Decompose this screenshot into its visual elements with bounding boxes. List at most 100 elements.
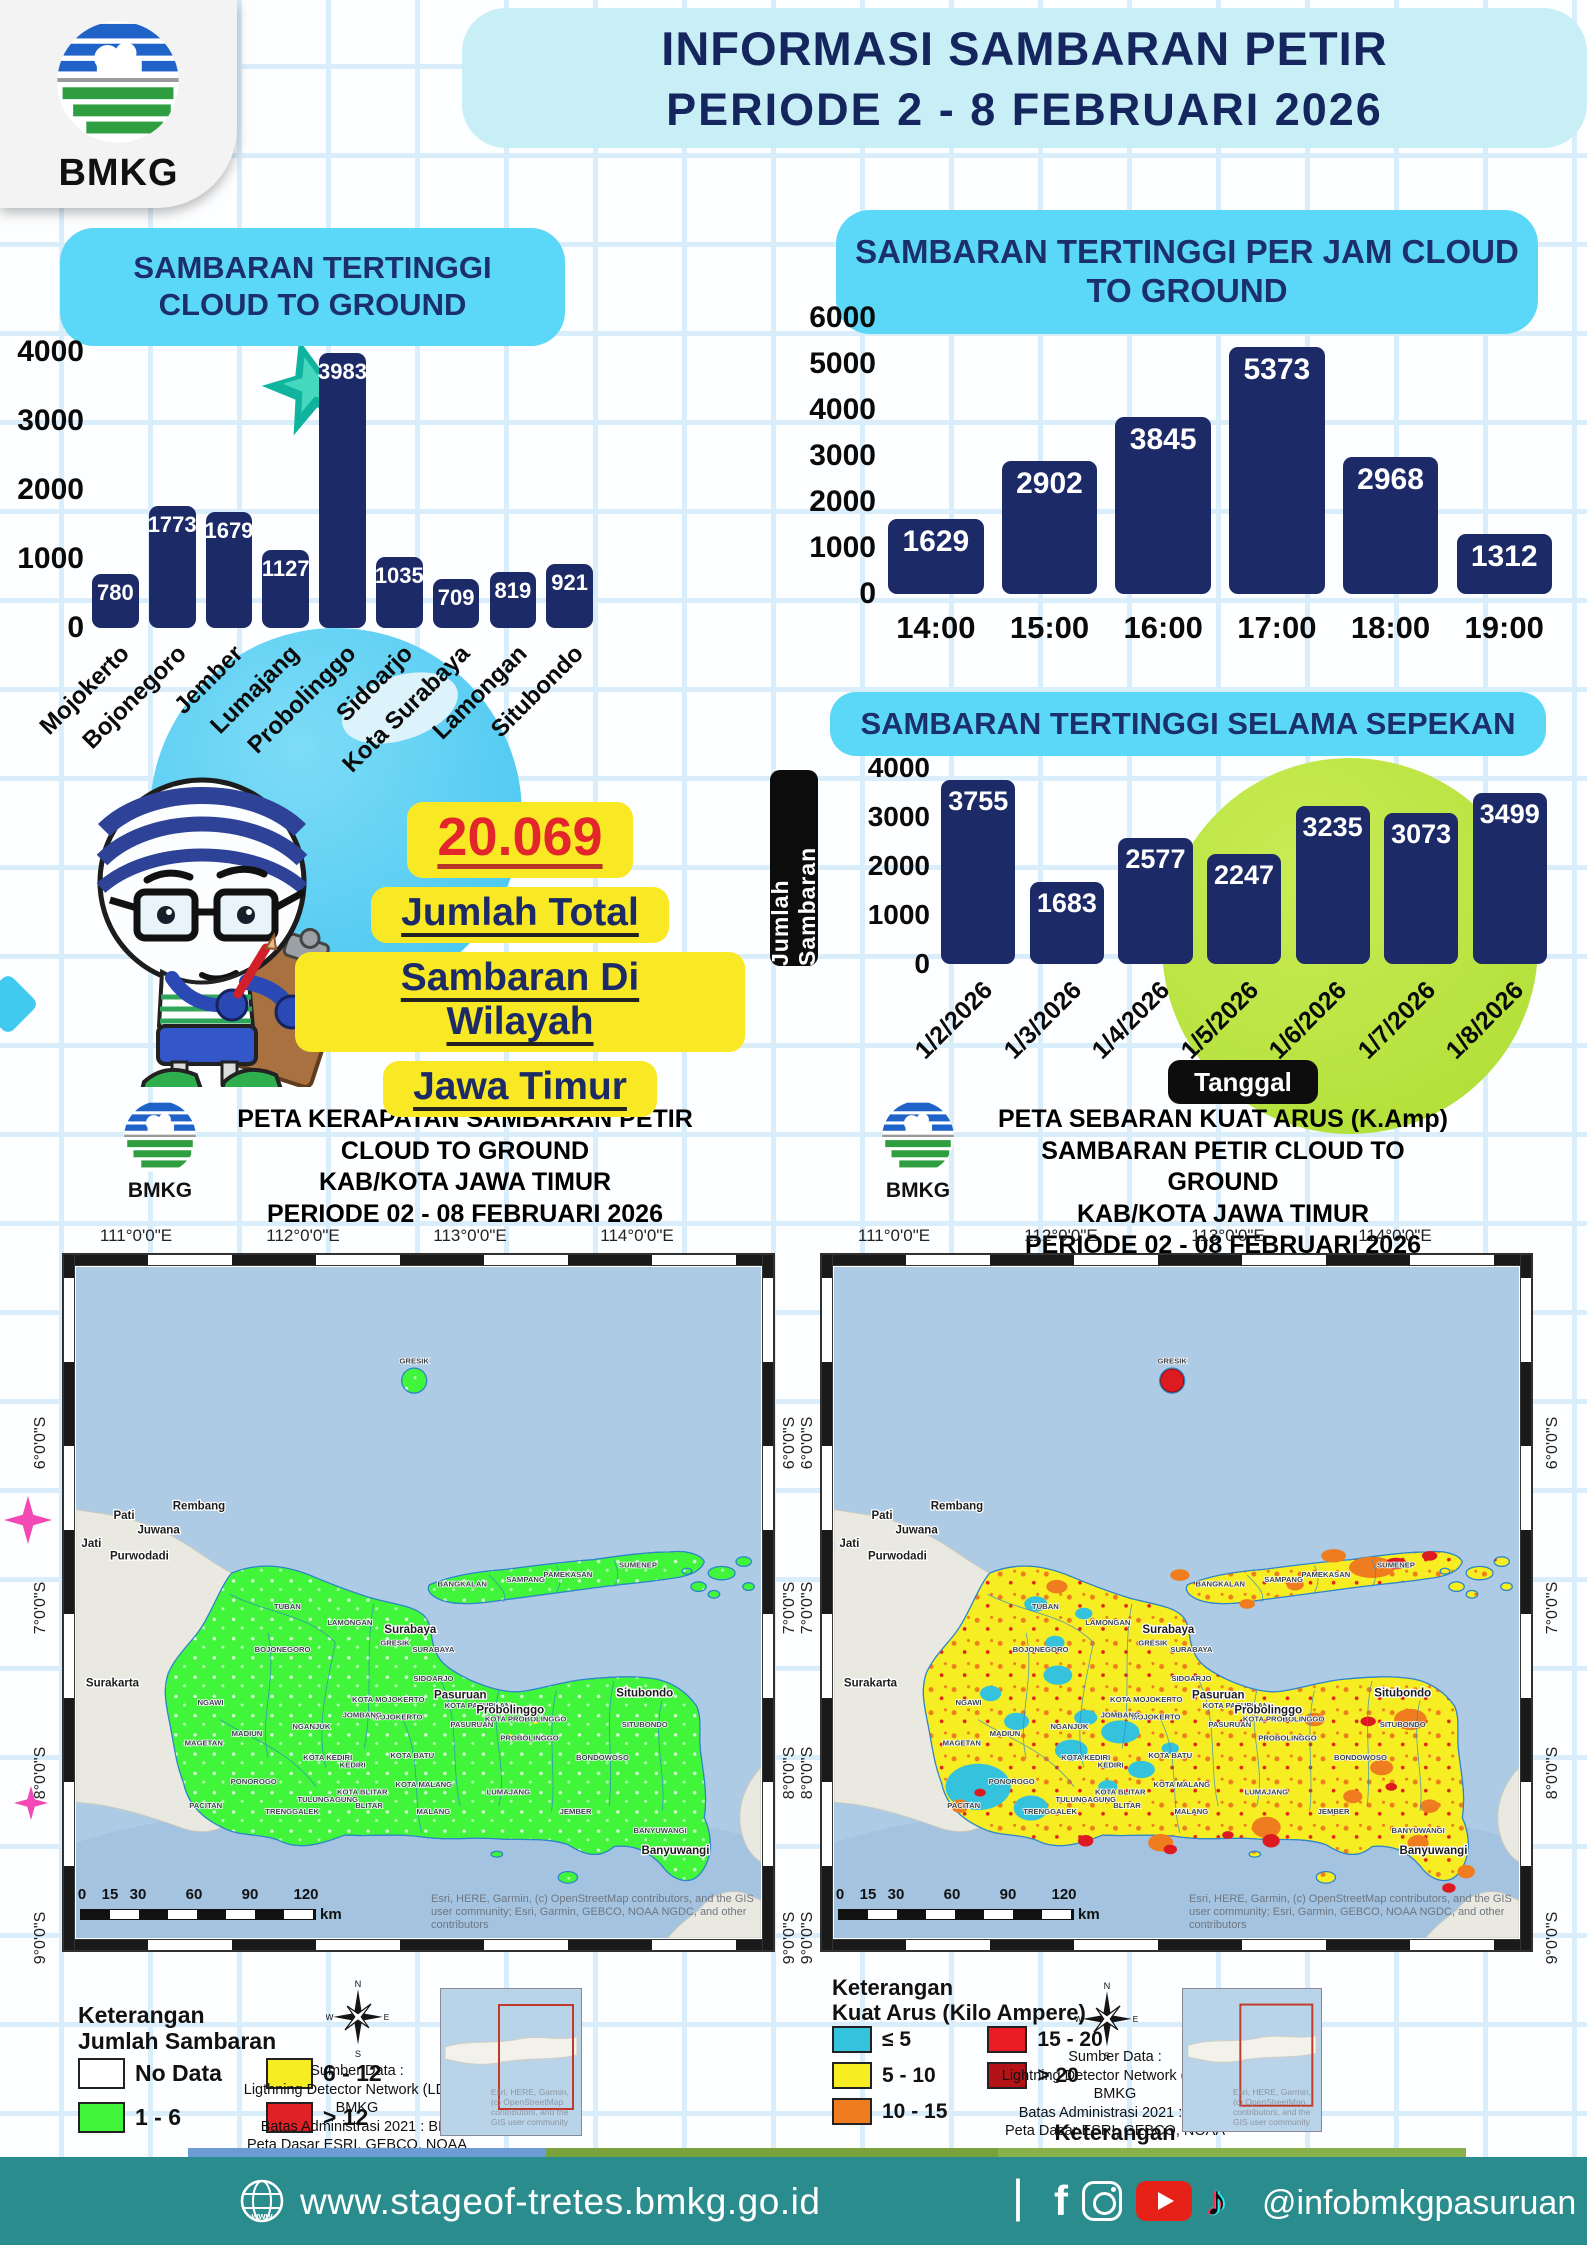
bar-Mojokerto: 780 xyxy=(92,574,139,628)
longitude-label: 111°0'0"E xyxy=(857,1226,931,1245)
bar-slot: 1683 xyxy=(1027,768,1108,964)
legend-swatch xyxy=(832,2026,872,2053)
tiktok-icon: ♪ xyxy=(1206,2177,1227,2224)
longitude-label: 111°0'0"E xyxy=(99,1226,173,1245)
footer-bar: www www.stageof-tretes.bmkg.go.id | f ♪ … xyxy=(0,2157,1587,2245)
y-axis-tick: 2000 xyxy=(17,473,84,506)
chart2-y-axis: 6000 5000 4000 3000 2000 1000 0 xyxy=(809,301,876,610)
x-category: 1/8/2026 xyxy=(1441,964,1550,1079)
inset-java-map xyxy=(1183,1989,1321,2131)
map-label-SAMPANG: SAMPANG xyxy=(506,1575,545,1584)
map-label-KOTA KEDIRI: KOTA KEDIRI xyxy=(303,1753,352,1762)
y-axis-tick: 0 xyxy=(67,611,84,644)
x-axis-label: 16:00 xyxy=(1123,610,1203,645)
map-label-GRESIK: GRESIK xyxy=(399,1356,429,1365)
latitude-label: 9°0'0"S xyxy=(32,1911,49,1965)
svg-text:W: W xyxy=(326,2012,334,2022)
map-label-PASURUAN: PASURUAN xyxy=(1208,1720,1251,1729)
chart3-plot: 3755 1683 2577 2247 3235 3073 3499 xyxy=(938,768,1550,964)
legend-label: > 20 xyxy=(1037,2063,1079,2087)
map-label-PACITAN: PACITAN xyxy=(947,1801,980,1810)
y-axis-tick: 6000 xyxy=(809,301,876,334)
bar-slot: 1312 xyxy=(1452,318,1556,594)
map-label-BLITAR: BLITAR xyxy=(355,1801,383,1810)
longitude-label: 114°0'0"E xyxy=(600,1226,674,1245)
map-label-PROBOLINGGO: PROBOLINGGO xyxy=(1258,1734,1316,1743)
bar-value: 780 xyxy=(97,580,134,606)
map-label-BLITAR: BLITAR xyxy=(1113,1801,1141,1810)
bmkg-logo-card: BMKG xyxy=(0,0,237,208)
bar-slot: 819 xyxy=(487,352,538,628)
bar-Bojonegoro: 1773 xyxy=(148,505,197,628)
map-label-TRENGGALEK: TRENGGALEK xyxy=(265,1807,319,1816)
bar-slot: 3755 xyxy=(938,768,1019,964)
source-line: Sumber Data : xyxy=(310,2063,404,2079)
bar-value: 2577 xyxy=(1125,843,1186,874)
district-labels: TUBANLAMONGANBOJONEGOROGRESIKSURABAYANGA… xyxy=(184,1355,688,1835)
bmkg-logo-icon xyxy=(121,1098,199,1176)
map-label-Rembang: Rembang xyxy=(173,1501,225,1513)
bmkg-logo-icon xyxy=(879,1098,957,1176)
map-label-PONOROGO: PONOROGO xyxy=(231,1777,277,1786)
legend-label: > 12 xyxy=(322,2104,369,2130)
latitude-label: 6°0'0"S xyxy=(32,1416,49,1470)
map-label-SURABAYA: SURABAYA xyxy=(412,1645,455,1654)
map-label-Jati: Jati xyxy=(839,1538,859,1550)
bar-value: 3845 xyxy=(1129,423,1197,457)
map-label-Rembang: Rembang xyxy=(931,1501,983,1513)
map-label-NGAWI: NGAWI xyxy=(955,1698,981,1707)
longitude-label: 112°0'0"E xyxy=(1024,1226,1098,1245)
right-map-source: Sumber Data : Lightning Detector Network … xyxy=(985,2048,1245,2141)
legend-swatch xyxy=(265,2102,313,2133)
scale-tick: 0 xyxy=(835,1886,845,1903)
total-strikes-number: 20.069 xyxy=(407,802,633,878)
chart2-plot: 1629 2902 3845 5373 2968 1312 xyxy=(884,318,1556,594)
map-frame xyxy=(63,1254,774,1266)
bar-value: 5373 xyxy=(1243,352,1311,386)
map-label-LAMONGAN: LAMONGAN xyxy=(1085,1618,1131,1627)
legend-item: 10 - 15 xyxy=(832,2098,947,2125)
map-label-Pati: Pati xyxy=(113,1510,134,1522)
bar-slot: 3073 xyxy=(1381,768,1462,964)
map-frame xyxy=(63,1254,75,1951)
map-label-KOTA PASURUAN: KOTA PASURUAN xyxy=(1203,1701,1269,1710)
chart1-plot: 780 1773 1679 1127 3983 1035 709 819 921 xyxy=(90,352,595,628)
source-line: Sumber Data : xyxy=(1068,2049,1162,2065)
bar-14:00: 1629 xyxy=(888,519,984,594)
left-map-attribution: Esri, HERE, Garmin, (c) OpenStreetMap co… xyxy=(431,1893,754,1931)
map-label-SUMENEP: SUMENEP xyxy=(619,1560,657,1569)
legend-item: > 12 xyxy=(265,2102,382,2133)
bar-slot: 1629 xyxy=(884,318,988,594)
x-category: 1/3/2026 xyxy=(998,964,1108,1079)
map-label-LAMONGAN: LAMONGAN xyxy=(327,1618,373,1627)
left-map-title: PETA KERAPATAN SAMBARAN PETIR CLOUD TO G… xyxy=(237,1105,693,1228)
right-legend-extra-caption: Keterangan xyxy=(1054,2120,1176,2145)
bar-Lamongan: 819 xyxy=(489,571,537,628)
left-map-inset: Esri, HERE, Garmin, (c) OpenStreetMap co… xyxy=(440,1988,582,2136)
city-labels: Surabaya Pasuruan Probolinggo Situbondo Bany… xyxy=(80,1499,710,1858)
y-axis-tick: 4000 xyxy=(17,335,84,368)
map-frame xyxy=(821,1939,1532,1951)
bar-1/8/2026: 3499 xyxy=(1472,792,1547,964)
map-label-Purwodadi: Purwodadi xyxy=(868,1551,927,1563)
total-strikes-line3: Jawa Timur xyxy=(383,1061,657,1117)
left-map-longitude-labels: 111°0'0"E 112°0'0"E 113°0'0"E 114°0'0"E xyxy=(62,1226,775,1246)
density-map: TUBAN LAMONGAN BOJONEGORO GRESIK SURABAYA NGA… xyxy=(62,1253,775,1952)
map-label-PASURUAN: PASURUAN xyxy=(450,1720,493,1729)
right-map-logo: BMKG xyxy=(870,1098,966,1203)
legend-swatch xyxy=(832,2062,872,2089)
cyan-patches xyxy=(945,1596,1179,1821)
map-label-BANYUWANGI: BANYUWANGI xyxy=(633,1826,686,1835)
map-label-KOTA BATU: KOTA BATU xyxy=(1148,1751,1192,1760)
right-map-inset: Esri, HERE, Garmin, (c) OpenStreetMap co… xyxy=(1182,1988,1322,2132)
map-label-JEMBER: JEMBER xyxy=(1318,1807,1350,1816)
density-map-canvas: TUBANLAMONGANBOJONEGOROGRESIKSURABAYANGA… xyxy=(76,1267,761,1938)
latitude-label: 8°0'0"S xyxy=(32,1746,49,1800)
footer-strip-green xyxy=(998,2148,1466,2157)
bmkg-logo-icon xyxy=(52,16,184,148)
right-map-legend: ≤ 5 5 - 10 10 - 15 15 - 20 > 20 xyxy=(832,2026,1103,2125)
map-label-KOTA BATU: KOTA BATU xyxy=(390,1751,434,1760)
y-axis-tick: 1000 xyxy=(17,542,84,575)
right-map-attribution: Esri, HERE, Garmin, (c) OpenStreetMap co… xyxy=(1189,1893,1512,1931)
bar-value: 2968 xyxy=(1357,463,1424,497)
